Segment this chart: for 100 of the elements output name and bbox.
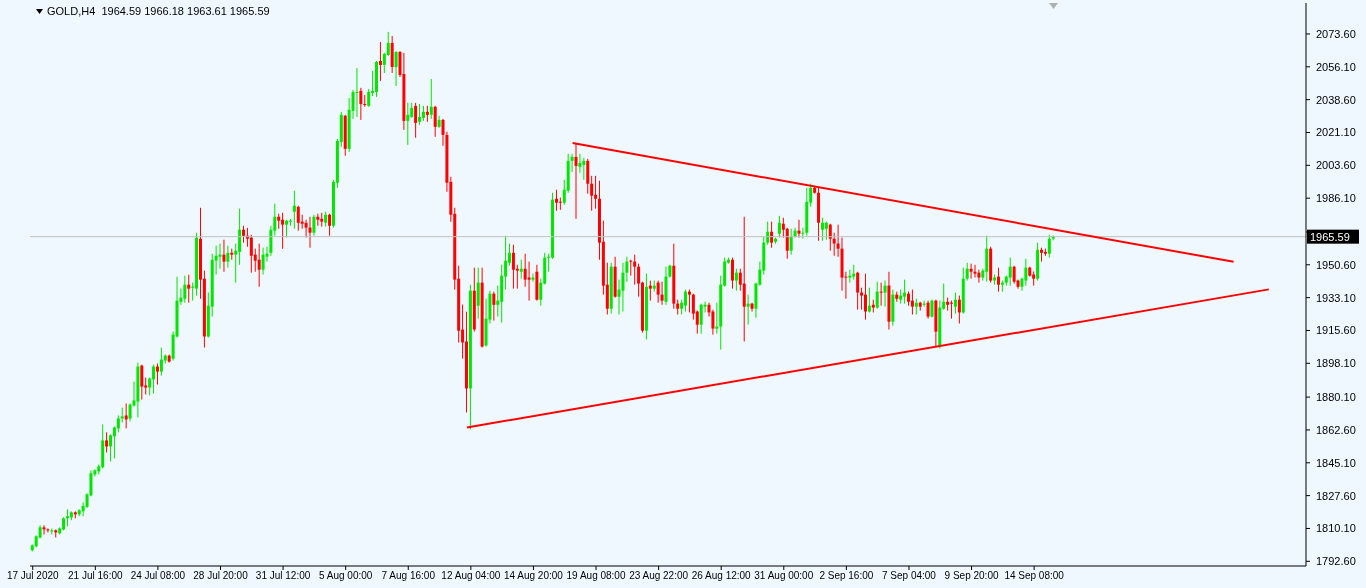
candlestick	[261, 247, 265, 276]
candlestick	[621, 262, 625, 313]
x-tick-label: 12 Aug 04:00	[441, 570, 501, 582]
candlestick	[977, 269, 981, 284]
candlestick	[519, 259, 523, 280]
candlestick	[660, 281, 664, 306]
y-tick-label: 2056.10	[1316, 60, 1356, 73]
x-tick-label: 26 Aug 12:00	[691, 570, 752, 582]
y-tick-label: 1986.10	[1316, 192, 1356, 205]
x-tick-label: 14 Aug 20:00	[503, 570, 564, 582]
candlestick	[124, 402, 128, 429]
y-tick-label: 1950.60	[1316, 258, 1356, 271]
candlestick	[648, 280, 652, 302]
candlestick	[394, 50, 398, 87]
y-tick-label: 1933.10	[1316, 291, 1356, 304]
x-tick-label: 7 Sep 04:00	[881, 570, 937, 582]
x-tick-label: 31 Jul 12:00	[255, 570, 311, 582]
candlestick	[734, 268, 738, 292]
candlestick	[249, 234, 253, 274]
candlestick	[590, 175, 594, 212]
ref-line-label: 1965.59	[1310, 230, 1350, 243]
candlestick	[582, 157, 586, 181]
candlestick	[586, 158, 590, 195]
y-tick-label: 1792.60	[1316, 555, 1356, 568]
y-tick-label: 1898.10	[1316, 357, 1356, 370]
x-tick-label: 14 Sep 08:00	[1004, 570, 1065, 582]
candlestick	[699, 303, 703, 335]
candlestick	[187, 274, 191, 304]
x-tick-label: 28 Jul 20:00	[193, 570, 249, 582]
candlestick	[112, 426, 116, 459]
candlestick	[633, 254, 637, 286]
candlestick	[797, 219, 801, 239]
candlestick	[531, 273, 535, 283]
y-tick-label: 1880.10	[1316, 391, 1356, 404]
candlestick	[218, 243, 222, 270]
candlestick	[429, 78, 433, 120]
candlestick	[183, 275, 187, 304]
candlestick	[578, 153, 582, 174]
candlestick	[883, 280, 887, 308]
y-tick-label: 1810.10	[1316, 522, 1356, 535]
x-tick-label: 24 Jul 08:00	[130, 570, 186, 582]
candlestick	[856, 271, 860, 311]
candlestick	[629, 259, 633, 277]
candlestick	[953, 292, 957, 315]
candlestick	[715, 302, 719, 335]
candlestick	[1008, 257, 1012, 287]
candlestick	[1024, 258, 1028, 287]
candlestick	[950, 300, 954, 320]
candlestick	[128, 402, 132, 422]
candlestick	[985, 235, 989, 283]
x-tick-label: 21 Jul 16:00	[68, 570, 123, 582]
candlestick	[308, 216, 312, 249]
x-tick-label: 19 Aug 08:00	[566, 570, 626, 582]
candlestick	[414, 102, 418, 139]
candlestick	[687, 289, 691, 313]
candlestick	[312, 214, 316, 237]
candlestick	[152, 364, 156, 395]
candlestick	[684, 289, 688, 313]
candlestick	[785, 227, 789, 260]
candlestick	[159, 347, 163, 377]
candlestick	[691, 293, 695, 321]
candlestick	[554, 189, 558, 212]
candlestick	[226, 245, 230, 269]
y-tick-label: 1827.60	[1316, 489, 1356, 502]
candlestick	[257, 243, 261, 288]
candlestick	[296, 205, 300, 232]
candlestick	[828, 223, 832, 252]
candlestick	[558, 197, 562, 211]
candlestick	[511, 244, 515, 290]
x-tick-label: 17 Jul 2020	[6, 570, 60, 582]
candlestick	[527, 261, 531, 302]
candlestick	[378, 41, 382, 82]
candlestick	[594, 175, 598, 210]
candlestick	[656, 280, 660, 304]
x-tick-label: 7 Aug 16:00	[381, 570, 436, 582]
candlestick	[406, 102, 410, 146]
x-tick-label: 2 Sep 16:00	[819, 570, 874, 582]
candlestick	[105, 431, 109, 453]
candlestick	[46, 527, 50, 533]
candlestick	[433, 105, 437, 138]
chart-title: GOLD,H4 1964.59 1966.18 1963.61 1965.59	[47, 5, 270, 17]
candlestick	[860, 287, 864, 311]
candlestick	[42, 524, 46, 535]
candlestick	[476, 267, 480, 320]
candlestick	[222, 239, 226, 273]
x-tick-label: 23 Aug 22:00	[629, 570, 689, 582]
candlestick	[355, 67, 359, 118]
candlestick	[328, 213, 332, 237]
candlestick	[930, 299, 934, 319]
y-tick-label: 1845.10	[1316, 456, 1356, 469]
candlestick	[777, 215, 781, 239]
candlestick	[742, 216, 746, 343]
candlestick	[1047, 234, 1051, 259]
y-tick-label: 2003.60	[1316, 159, 1356, 172]
candlestick	[281, 212, 285, 250]
candlestick	[957, 295, 961, 325]
x-tick-label: 9 Sep 20:00	[944, 570, 999, 582]
candlestick	[492, 291, 496, 322]
candlestick	[155, 363, 159, 386]
candlestick	[879, 282, 883, 307]
